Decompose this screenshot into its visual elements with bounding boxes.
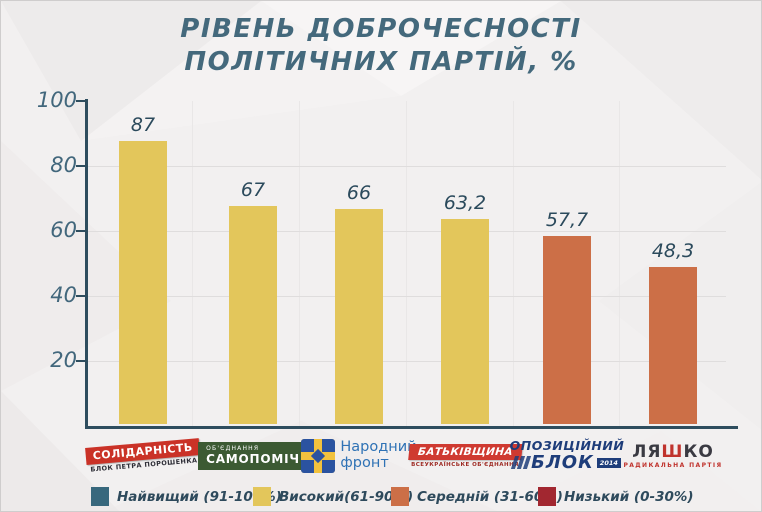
samopomich-name: САМОПОМІЧ bbox=[206, 452, 300, 466]
h-gridline-80 bbox=[88, 166, 726, 167]
opoblok-line2: БЛОК 2014 bbox=[510, 451, 621, 473]
bar-value-label: 66 bbox=[346, 182, 372, 204]
liashko-trident-letter: Ш bbox=[661, 441, 684, 462]
liashko-name-post: КО bbox=[683, 441, 714, 462]
legend: Найвищий (91-100%) Високий(61-90%) Серед… bbox=[1, 487, 761, 511]
y-tick-mark bbox=[76, 100, 85, 102]
bar-rect bbox=[543, 236, 591, 424]
chart-title-line1: РІВЕНЬ ДОБРОЧЕСНОСТІ bbox=[180, 14, 582, 44]
opoblok-group: ОПОЗИЦІЙНИЙ БЛОК 2014 bbox=[510, 440, 625, 472]
chart-title-line2: ПОЛІТИЧНИХ ПАРТІЙ, % bbox=[184, 46, 578, 77]
y-tick-label: 100 bbox=[36, 88, 77, 112]
legend-swatch-vysokyi bbox=[253, 487, 271, 506]
legend-item-vysokyi: Високий(61-90%) bbox=[253, 487, 413, 506]
v-gridline bbox=[299, 101, 300, 426]
v-gridline bbox=[192, 101, 193, 426]
opoblok-year-badge: 2014 bbox=[596, 457, 621, 468]
legend-label: Найвищий (91-100%) bbox=[117, 488, 282, 505]
v-gridline bbox=[513, 101, 514, 426]
legend-item-nyzkyi: Низький (0-30%) bbox=[538, 487, 694, 506]
y-tick-label: 80 bbox=[50, 153, 77, 177]
liashko-name: ЛЯШКО bbox=[632, 441, 714, 462]
bar-rect bbox=[119, 141, 167, 424]
bar-value-label: 57,7 bbox=[545, 209, 589, 231]
bar-value-label: 67 bbox=[240, 179, 266, 201]
samopomich-box: ОБ'ЄДНАННЯ САМОПОМІЧ bbox=[198, 442, 308, 470]
legend-label: Середній (31-60%) bbox=[417, 488, 563, 505]
samopomich-top-label: ОБ'ЄДНАННЯ bbox=[206, 445, 260, 452]
v-gridline bbox=[619, 101, 620, 426]
bar-value-label: 87 bbox=[130, 114, 156, 136]
narodny-front-row: Народний фронт bbox=[301, 439, 417, 473]
opoblok-stripes-icon bbox=[510, 456, 532, 470]
narodny-front-emblem-icon bbox=[301, 439, 336, 473]
y-tick-mark bbox=[76, 165, 85, 167]
logo-opoblok: ОПОЗИЦІЙНИЙ БЛОК 2014 bbox=[510, 433, 625, 479]
batkivshchyna-name-box: БАТЬКІВЩИНА bbox=[407, 444, 523, 460]
liashko-name-pre: ЛЯ bbox=[632, 441, 662, 462]
opoblok-line1: ОПОЗИЦІЙНИЙ bbox=[509, 438, 625, 454]
bar-rect bbox=[649, 267, 697, 424]
batkivshchyna-subtitle: ВСЕУКРАЇНСЬКЕ ОБ'ЄДНАННЯ bbox=[411, 462, 519, 468]
bar-value-label: 63,2 bbox=[443, 192, 487, 214]
h-gridline-40 bbox=[88, 296, 726, 297]
opoblok-name: БЛОК bbox=[531, 451, 594, 473]
y-tick-mark bbox=[76, 295, 85, 297]
legend-swatch-naivyshchyi bbox=[91, 487, 109, 506]
logo-solidarnist: СОЛІДАРНІСТЬ БЛОК ПЕТРА ПОРОШЕНКА bbox=[84, 433, 201, 479]
chart-title: РІВЕНЬ ДОБРОЧЕСНОСТІ ПОЛІТИЧНИХ ПАРТІЙ, … bbox=[1, 13, 761, 78]
logo-batkivshchyna: БАТЬКІВЩИНА ВСЕУКРАЇНСЬКЕ ОБ'ЄДНАННЯ bbox=[407, 433, 523, 479]
legend-item-naivyshchyi: Найвищий (91-100%) bbox=[91, 487, 282, 506]
legend-swatch-nyzkyi bbox=[538, 487, 556, 506]
legend-item-serednii: Середній (31-60%) bbox=[391, 487, 563, 506]
y-axis-line bbox=[85, 99, 88, 429]
y-tick-label: 40 bbox=[50, 283, 77, 307]
logo-samopomich: ОБ'ЄДНАННЯ САМОПОМІЧ bbox=[197, 433, 309, 479]
v-gridline bbox=[406, 101, 407, 426]
logo-narodny-front: Народний фронт bbox=[301, 433, 417, 479]
h-gridline-60 bbox=[88, 231, 726, 232]
narodny-front-name: Народний фронт bbox=[340, 439, 417, 472]
bar-rect bbox=[229, 206, 277, 424]
y-tick-label: 20 bbox=[50, 348, 77, 372]
bar-rect bbox=[335, 209, 383, 424]
y-tick-mark bbox=[76, 230, 85, 232]
liashko-subtitle: РАДИКАЛЬНА ПАРТІЯ bbox=[623, 461, 723, 469]
legend-label: Низький (0-30%) bbox=[564, 488, 694, 505]
x-axis-line bbox=[85, 426, 738, 429]
narodny-front-line2: фронт bbox=[340, 455, 389, 471]
legend-label: Високий(61-90%) bbox=[279, 488, 414, 505]
legend-swatch-serednii bbox=[391, 487, 409, 506]
bar-rect bbox=[441, 219, 489, 424]
solidarnist-rotated-group: СОЛІДАРНІСТЬ БЛОК ПЕТРА ПОРОШЕНКА bbox=[84, 438, 201, 474]
bar-value-label: 48,3 bbox=[651, 240, 695, 262]
logo-liashko: ЛЯШКО РАДИКАЛЬНА ПАРТІЯ bbox=[617, 433, 729, 479]
y-tick-mark bbox=[76, 360, 85, 362]
narodny-front-line1: Народний bbox=[340, 439, 417, 456]
y-tick-label: 60 bbox=[50, 218, 77, 242]
h-gridline-20 bbox=[88, 361, 726, 362]
